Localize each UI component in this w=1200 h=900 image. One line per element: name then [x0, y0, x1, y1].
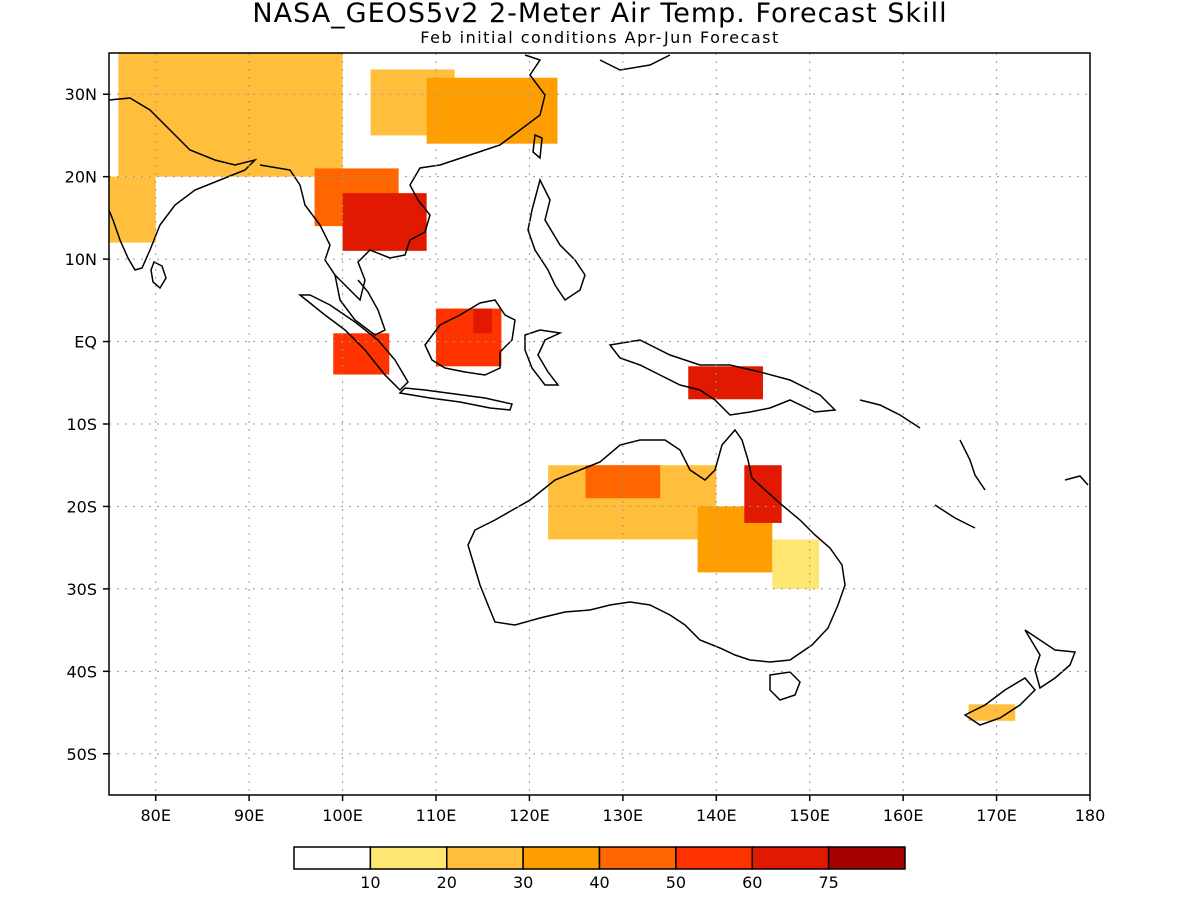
skill-region-5: [109, 176, 156, 243]
colorbar-label: 50: [666, 873, 686, 892]
lat-tick-label: 30N: [65, 85, 97, 104]
lat-tick-label: 20S: [66, 497, 97, 516]
colorbar-label: 30: [513, 873, 533, 892]
skill-region-14: [772, 539, 820, 589]
lon-tick-label: 80E: [140, 806, 170, 825]
colorbar-swatch-7: [827, 846, 906, 870]
lon-tick-label: 110E: [416, 806, 457, 825]
coastline-east-asia: [439, 54, 546, 166]
coastline-malay-peninsula: [334, 274, 386, 336]
skill-region-2: [426, 77, 558, 144]
skill-region-8: [333, 333, 390, 375]
coastline-tasmania: [769, 671, 801, 701]
skill-region-4: [342, 193, 427, 251]
lat-tick-label: 50S: [66, 745, 97, 764]
skill-region-7: [473, 308, 493, 334]
coastline-borneo: [424, 299, 516, 376]
coastline-taiwan: [532, 133, 543, 160]
coastline-fiji: [1064, 475, 1089, 486]
coastline-vanuatu: [959, 439, 986, 491]
coastline-new-zealand-south: [963, 677, 1037, 726]
skill-region-9: [688, 366, 763, 400]
coastline-japan: [599, 54, 671, 71]
lon-tick-label: 130E: [603, 806, 644, 825]
coastline-new-zealand-north: [1024, 629, 1077, 690]
coastline-philippines: [527, 177, 586, 302]
colorbar-swatch-4: [598, 846, 677, 870]
coastline-australia: [467, 428, 846, 663]
coastline-new-caledonia: [934, 504, 976, 529]
lon-tick-label: 100E: [322, 806, 363, 825]
colorbar-swatch-3: [522, 846, 601, 870]
lat-tick-label: 20N: [65, 168, 97, 187]
colorbar-label: 60: [742, 873, 762, 892]
colorbar-label: 10: [360, 873, 380, 892]
coastline-java: [398, 387, 513, 411]
colorbar: 10 20 30 40 50 60 75: [293, 846, 906, 892]
skill-region-15: [968, 704, 1016, 721]
lon-tick-label: 170E: [976, 806, 1017, 825]
coastline-sulawesi: [524, 329, 563, 386]
lon-tick-label: 90E: [234, 806, 264, 825]
skill-region-13: [744, 465, 782, 523]
coastline-layer: [109, 54, 1089, 726]
coastline-sri-lanka: [150, 260, 167, 290]
lat-tick-label: 40S: [66, 662, 97, 681]
colorbar-label: 75: [818, 873, 838, 892]
axis-labels: 80E 90E 100E 110E 120E 130E 140E 150E 160E 170E 18…: [65, 85, 1106, 825]
lat-tick-label: 10N: [65, 250, 97, 269]
lon-tick-label: 180: [1075, 806, 1106, 825]
lat-tick-label: 30S: [66, 580, 97, 599]
lat-tick-label: EQ: [74, 333, 97, 352]
colorbar-swatch-1: [369, 846, 448, 870]
lon-tick-label: 140E: [696, 806, 737, 825]
lon-tick-label: 120E: [509, 806, 550, 825]
colorbar-swatch-0: [293, 846, 372, 870]
lat-tick-label: 10S: [66, 415, 97, 434]
skill-fill-layer: [109, 53, 1016, 721]
colorbar-swatch-2: [446, 846, 524, 870]
gridlines: [109, 53, 1090, 795]
coastline-new-guinea: [608, 339, 837, 416]
coastline-india: [109, 97, 258, 271]
coastline-solomon-islands: [859, 399, 921, 429]
colorbar-label: 20: [437, 873, 457, 892]
lon-tick-label: 150E: [789, 806, 830, 825]
skill-region-0: [118, 53, 343, 177]
coastline-indochina: [259, 164, 441, 302]
colorbar-label: 40: [589, 873, 609, 892]
map-subtitle: Feb initial conditions Apr-Jun Forecast: [420, 28, 780, 47]
colorbar-swatch-6: [751, 846, 830, 870]
coastline-sumatra: [297, 294, 409, 392]
colorbar-swatch-5: [675, 846, 753, 870]
map-title: NASA_GEOS5v2 2-Meter Air Temp. Forecast …: [252, 0, 948, 29]
lon-tick-label: 160E: [883, 806, 924, 825]
